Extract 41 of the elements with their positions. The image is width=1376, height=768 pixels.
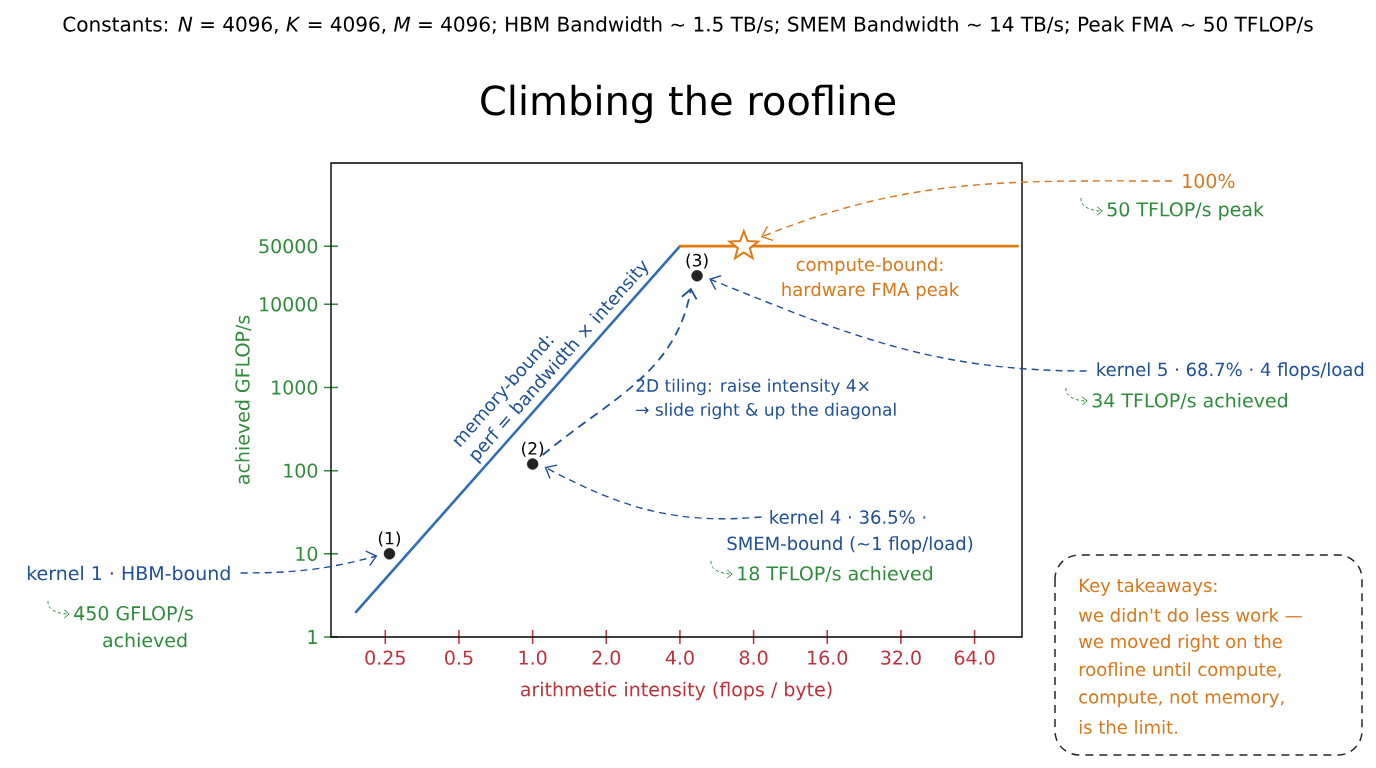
text: 100%	[1183, 173, 1235, 189]
text: achieved	[103, 632, 187, 648]
annotation: kernel 4 · 36.5% ·	[770, 510, 926, 524]
text: we moved right on the	[1078, 634, 1282, 652]
x-tick-label: 2.0	[592, 650, 621, 665]
text: 450 GFLOP/s	[74, 606, 193, 622]
annotation: (1)	[378, 531, 401, 547]
text: kernel 5 · 68.7% · 4 flops/load	[1097, 362, 1364, 380]
x-tick-label: 0.25	[365, 650, 405, 665]
annotation: SMEM-bound (~1 flop/load)	[727, 536, 973, 554]
annotation: compute-bound:	[796, 257, 943, 275]
x-tick-label: 0.5	[445, 650, 473, 665]
y-tick-label: 100	[284, 463, 318, 478]
text: is the limit.	[1079, 720, 1177, 734]
y-tick-label: 10000	[260, 297, 318, 312]
x-axis-title: arithmetic intensity (flops / byte)	[520, 681, 832, 701]
text: kernel 1 · HBM-bound	[27, 565, 230, 581]
y-tick-label: 1	[308, 630, 317, 644]
y-axis-title: achieved GFLOP/s	[234, 315, 252, 485]
chart-subtitle: Constants: N = 4096, K = 4096, M = 4096; HBM Bandwidth ~ 1.5 TB/s; SMEM Bandwidth ~ 14 TB/s; Peak FMA ~ 50 TFLOP/s	[63, 16, 1313, 34]
x-tick-label: 1.0	[519, 650, 547, 665]
x-tick-label: 32.0	[881, 650, 921, 665]
text: Key takeaways:	[1079, 578, 1217, 596]
text: 50 TFLOP/s peak	[1107, 201, 1264, 221]
chart-title: Climbing the roofline	[481, 84, 896, 124]
x-tick-label: 8.0	[739, 650, 768, 665]
annotation: (3)	[686, 253, 708, 269]
text: 34 TFLOP/s achieved	[1092, 392, 1287, 410]
annotation: 18 TFLOP/s achieved	[738, 565, 932, 583]
x-tick-label: 64.0	[954, 650, 995, 665]
y-tick-label: 10	[296, 546, 318, 561]
x-tick-label: 16.0	[808, 650, 848, 665]
annotation: 2D tiling: raise intensity 4×	[636, 378, 869, 396]
y-tick-label: 1000	[272, 380, 318, 395]
annotation: hardware FMA peak	[782, 282, 960, 300]
x-tick-label: 4.0	[665, 650, 694, 665]
text: compute, not memory,	[1079, 690, 1284, 708]
y-tick-label: 50000	[259, 238, 318, 254]
annotation: → slide right & up the diagonal	[636, 402, 896, 420]
text: we didn't do less work —	[1078, 608, 1302, 622]
text: roofline until compute,	[1079, 662, 1281, 680]
